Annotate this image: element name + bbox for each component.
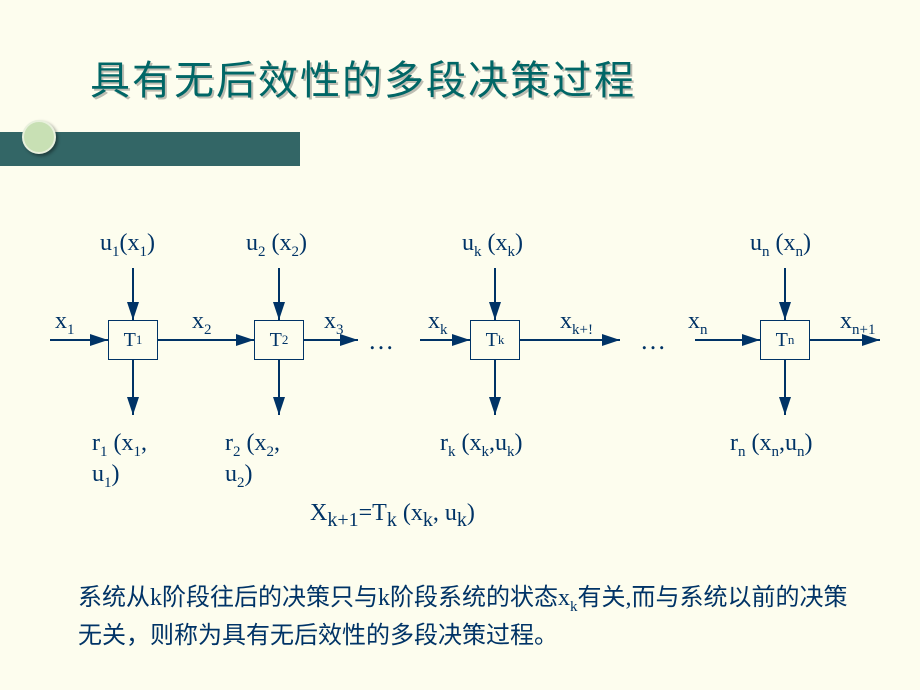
ellipsis: …	[368, 326, 398, 356]
input-u-label: uk (xk)	[462, 230, 523, 261]
input-u-label: u2 (x2)	[246, 230, 307, 261]
state-x-label: x3	[324, 308, 344, 339]
stage-box: T1	[108, 320, 158, 360]
input-u-label: u1(x1)	[100, 230, 155, 261]
stage-box: Tk	[470, 320, 520, 360]
output-r-label: r2 (x2,u2)	[225, 430, 280, 492]
state-x-label: xk+!	[560, 308, 593, 339]
state-x-label: x1	[55, 308, 75, 339]
description-text: 系统从k阶段往后的决策只与k阶段系统的状态xk有关,而与系统以前的决策无关，则称…	[78, 580, 868, 654]
transition-equation: Xk+1=Tk (xk, uk)	[310, 500, 475, 532]
state-x-label: x2	[192, 308, 212, 339]
output-r-label: rk (xk,uk)	[440, 430, 523, 461]
output-r-label: rn (xn,un)	[730, 430, 813, 461]
input-u-label: un (xn)	[750, 230, 811, 261]
state-x-label: xn	[688, 308, 708, 339]
state-x-label: xn+1	[840, 308, 875, 339]
output-r-label: r1 (x1,u1)	[92, 430, 147, 492]
stage-box: T2	[254, 320, 304, 360]
page-title: 具有无后效性的多段决策过程	[90, 48, 920, 106]
decision-process-diagram: T1 T2 Tk Tn … … u1(x1) u2 (x2) uk (xk) un (xn) x1 x…	[0, 200, 920, 530]
ellipsis: …	[640, 326, 670, 356]
title-bullet	[22, 120, 56, 154]
stage-box: Tn	[760, 320, 810, 360]
state-x-label: xk	[428, 308, 448, 339]
